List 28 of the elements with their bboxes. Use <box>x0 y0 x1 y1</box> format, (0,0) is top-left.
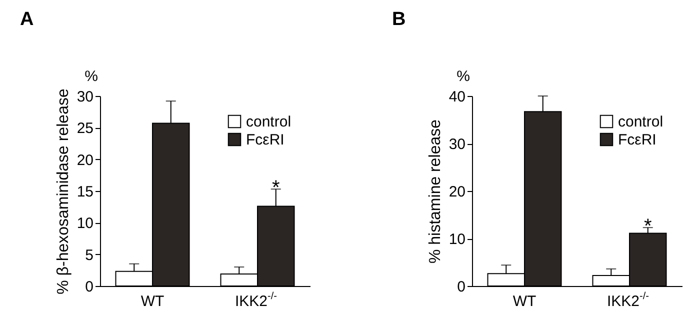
chart-title: A <box>20 9 34 30</box>
y-tick-label: 0 <box>457 278 466 296</box>
annotation: * <box>644 216 652 238</box>
y-axis-title: % histamine release <box>426 119 444 264</box>
text: % <box>456 68 470 85</box>
annotation: * <box>272 177 280 200</box>
y-tick-label: 40 <box>448 88 466 106</box>
x-tick-label: IKK2-/- <box>606 291 649 310</box>
y-tick-label: 30 <box>76 88 94 106</box>
x-tick-label: IKK2-/- <box>234 291 277 310</box>
legend-label: FcεRI <box>618 132 656 148</box>
x-tick-label: WT <box>512 293 536 310</box>
y-tick-label: 5 <box>85 246 94 264</box>
legend-label: control <box>618 114 664 130</box>
legend-label: FcεRI <box>246 132 284 148</box>
legend-label: control <box>246 114 292 130</box>
y-tick-label: 0 <box>85 278 94 296</box>
text: % <box>84 68 98 85</box>
y-axis-title: % β-hexosaminidase release <box>54 88 72 294</box>
chart-title: B <box>392 9 406 30</box>
x-tick-label: WT <box>140 293 164 310</box>
y-tick-label: 10 <box>448 231 466 248</box>
y-tick-label: 15 <box>76 184 94 200</box>
y-tick-label: 20 <box>448 184 466 200</box>
y-tick-label: 20 <box>76 152 94 169</box>
y-tick-label: 10 <box>76 215 94 232</box>
y-tick-label: 25 <box>76 120 94 138</box>
y-tick-label: 30 <box>448 136 466 153</box>
